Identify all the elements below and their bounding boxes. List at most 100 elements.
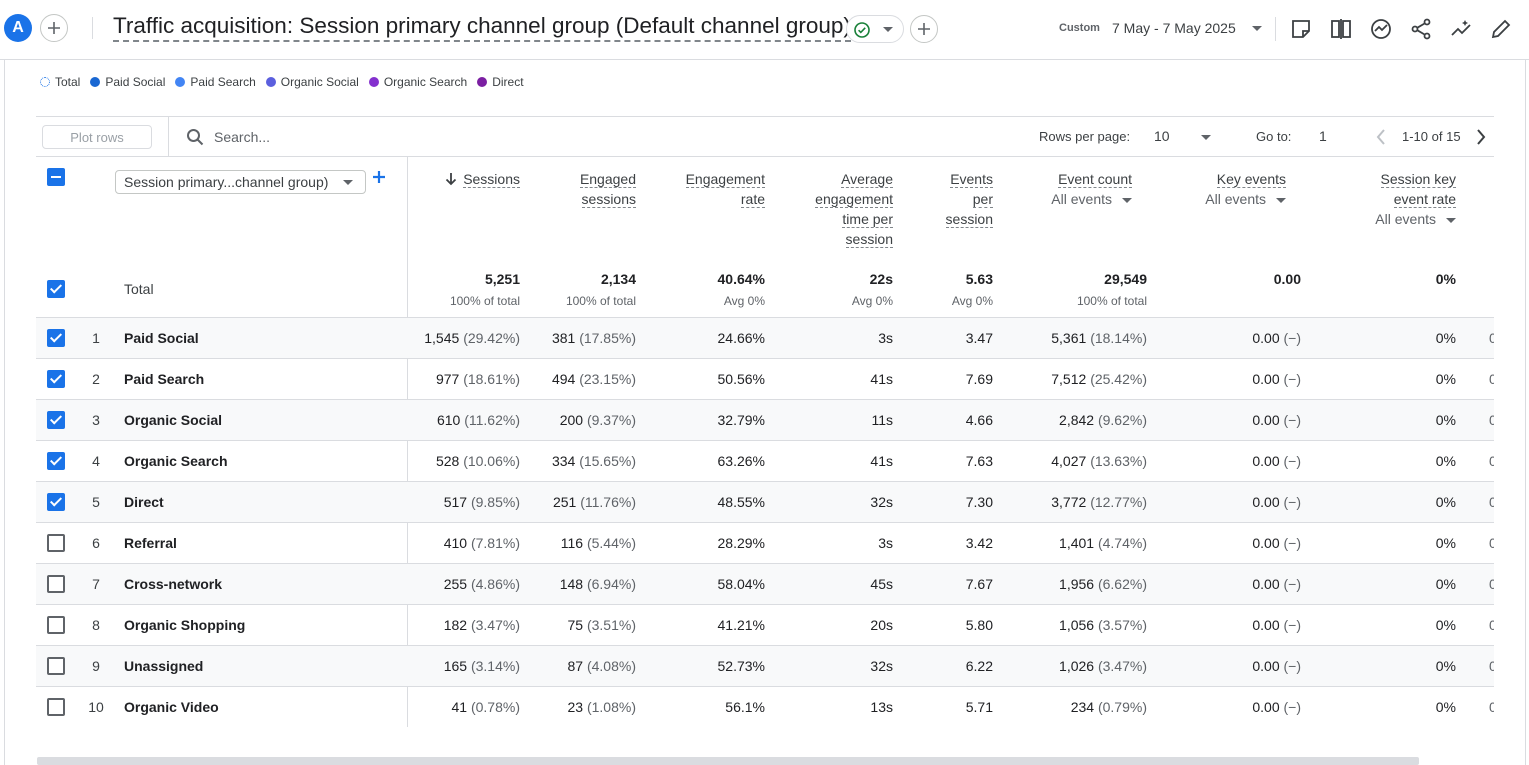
table-row[interactable]: 6 Referral 410 (7.81%) 116 (5.44%) 28.29% 3s 3…: [36, 522, 1494, 563]
search-input[interactable]: [214, 127, 514, 147]
cell-percent: (−): [1283, 658, 1302, 674]
row-checkbox[interactable]: [47, 493, 65, 511]
row-checkbox[interactable]: [47, 329, 65, 347]
row-number: 5: [92, 494, 100, 510]
compare-columns-icon[interactable]: [1329, 17, 1353, 41]
cell-value: 116: [560, 535, 584, 551]
legend-item-total[interactable]: Total: [40, 75, 80, 89]
cell-percent: (23.15%): [579, 371, 636, 387]
cell-value: 528: [435, 453, 460, 469]
chevron-down-icon[interactable]: [1201, 135, 1211, 140]
row-checkbox[interactable]: [47, 411, 65, 429]
table-row[interactable]: 9 Unassigned 165 (3.14%) 87 (4.08%) 52.73% 32…: [36, 645, 1494, 686]
plus-icon: [918, 23, 930, 35]
row-channel-label[interactable]: Organic Video: [124, 699, 219, 715]
cell-value: 0.00: [1252, 617, 1280, 633]
column-header-key-events[interactable]: Key events All events: [1205, 169, 1286, 209]
trend-chart-icon[interactable]: [1369, 17, 1393, 41]
column-header-engagement-rate[interactable]: Engagement rate: [685, 169, 765, 209]
row-checkbox[interactable]: [47, 575, 65, 593]
column-header-event-count[interactable]: Event count All events: [1051, 169, 1132, 209]
column-header-avg-engagement-time[interactable]: Average engagement time per session: [815, 169, 893, 249]
row-checkbox[interactable]: [47, 452, 65, 470]
sort-descending-icon: [446, 173, 457, 186]
legend-item-paid-search[interactable]: Paid Search: [175, 75, 256, 89]
legend-item-organic-search[interactable]: Organic Search: [368, 75, 468, 89]
legend-item-organic-social[interactable]: Organic Social: [265, 75, 359, 89]
row-checkbox[interactable]: [47, 616, 65, 634]
cell-avg-engagement-time: 41s: [870, 371, 893, 387]
event-filter-dropdown[interactable]: All events: [1205, 189, 1286, 209]
cell-event-count: 7,512 (25.42%): [1051, 371, 1147, 387]
row-channel-label[interactable]: Cross-network: [124, 576, 223, 592]
date-range-value[interactable]: 7 May - 7 May 2025: [1112, 20, 1236, 36]
table-row[interactable]: 5 Direct 517 (9.85%) 251 (11.76%) 48.55% 32s 7…: [36, 481, 1494, 522]
rows-per-page-select[interactable]: 10: [1154, 128, 1170, 144]
avatar[interactable]: A: [4, 14, 32, 42]
column-label: Event count: [1058, 171, 1132, 188]
row-channel-label[interactable]: Unassigned: [124, 658, 204, 674]
table-row[interactable]: 1 Paid Social 1,545 (29.42%) 381 (17.85%) 24…: [36, 317, 1494, 358]
table-row[interactable]: 8 Organic Shopping 182 (3.47%) 75 (3.51%) 41…: [36, 604, 1494, 645]
dimension-selector[interactable]: Session primary...channel group): [115, 170, 366, 194]
total-row-checkbox[interactable]: [47, 280, 65, 298]
share-icon[interactable]: [1409, 17, 1433, 41]
cell-percent: (−): [1283, 576, 1302, 592]
legend-item-direct[interactable]: Direct: [477, 75, 524, 89]
cell-value: 517: [443, 494, 468, 510]
horizontal-scrollbar[interactable]: [37, 757, 1419, 765]
cell-event-count: 3,772 (12.77%): [1051, 494, 1147, 510]
edit-pencil-icon[interactable]: [1489, 17, 1513, 41]
row-channel-label[interactable]: Organic Search: [124, 453, 228, 469]
cell-avg-engagement-time: 32s: [870, 494, 893, 510]
row-checkbox[interactable]: [47, 698, 65, 716]
cell-events-per-session: 5.71: [965, 699, 993, 715]
add-comparison-button[interactable]: [40, 14, 68, 42]
cell-value: 410: [443, 535, 468, 551]
row-channel-label[interactable]: Direct: [124, 494, 164, 510]
row-checkbox[interactable]: [47, 657, 65, 675]
cell-truncated-next-column: 0: [1489, 535, 1494, 551]
insights-sparkle-icon[interactable]: [1449, 17, 1473, 41]
cell-sessions: 528 (10.06%): [436, 453, 520, 469]
legend-item-paid-social[interactable]: Paid Social: [90, 75, 165, 89]
cell-events-per-session: 7.63: [965, 453, 993, 469]
page-title[interactable]: Traffic acquisition: Session primary cha…: [113, 12, 851, 42]
cell-events-per-session: 4.66: [965, 412, 993, 428]
chevron-left-icon[interactable]: [1374, 127, 1388, 147]
table-row[interactable]: 3 Organic Social 610 (11.62%) 200 (9.37%) 32…: [36, 399, 1494, 440]
row-channel-label[interactable]: Organic Social: [124, 412, 223, 428]
plot-rows-button[interactable]: Plot rows: [42, 125, 152, 149]
goto-page-input[interactable]: 1: [1319, 128, 1327, 144]
add-dimension-icon[interactable]: [371, 169, 387, 185]
table-row[interactable]: 2 Paid Search 977 (18.61%) 494 (23.15%) 50.5…: [36, 358, 1494, 399]
cell-percent: (12.77%): [1090, 494, 1147, 510]
row-checkbox[interactable]: [47, 534, 65, 552]
column-header-session-key-event-rate[interactable]: Session key event rate All events: [1375, 169, 1456, 229]
table-row[interactable]: 4 Organic Search 528 (10.06%) 334 (15.65%) 6…: [36, 440, 1494, 481]
chevron-right-icon[interactable]: [1474, 127, 1488, 147]
row-channel-label[interactable]: Organic Shopping: [124, 617, 246, 633]
report-status-dropdown[interactable]: [846, 15, 904, 43]
date-range-dropdown-icon[interactable]: [1252, 26, 1262, 31]
cell-avg-engagement-time: 3s: [878, 535, 893, 551]
cell-truncated-next-column: 0: [1489, 371, 1494, 387]
table-row[interactable]: 7 Cross-network 255 (4.86%) 148 (6.94%) 58.0…: [36, 563, 1494, 604]
insights-note-icon[interactable]: [1289, 17, 1313, 41]
row-channel-label[interactable]: Paid Social: [124, 330, 199, 346]
add-filter-button[interactable]: [910, 15, 938, 43]
event-filter-dropdown[interactable]: All events: [1375, 209, 1456, 229]
table-row[interactable]: 10 Organic Video 41 (0.78%) 23 (1.08%) 56.1%…: [36, 686, 1494, 727]
cell-value: 1,956: [1059, 576, 1095, 592]
cell-percent: (−): [1283, 699, 1302, 715]
legend-label: Organic Search: [383, 75, 468, 89]
row-checkbox[interactable]: [47, 370, 65, 388]
column-header-engaged-sessions[interactable]: Engaged sessions: [579, 169, 636, 209]
row-channel-label[interactable]: Paid Search: [124, 371, 205, 387]
check-circle-icon: [854, 22, 870, 38]
event-filter-dropdown[interactable]: All events: [1051, 189, 1132, 209]
select-all-checkbox[interactable]: [47, 168, 65, 186]
column-header-events-per-session[interactable]: Events per session: [945, 169, 993, 229]
column-header-sessions[interactable]: Sessions: [445, 169, 520, 189]
row-channel-label[interactable]: Referral: [124, 535, 177, 551]
